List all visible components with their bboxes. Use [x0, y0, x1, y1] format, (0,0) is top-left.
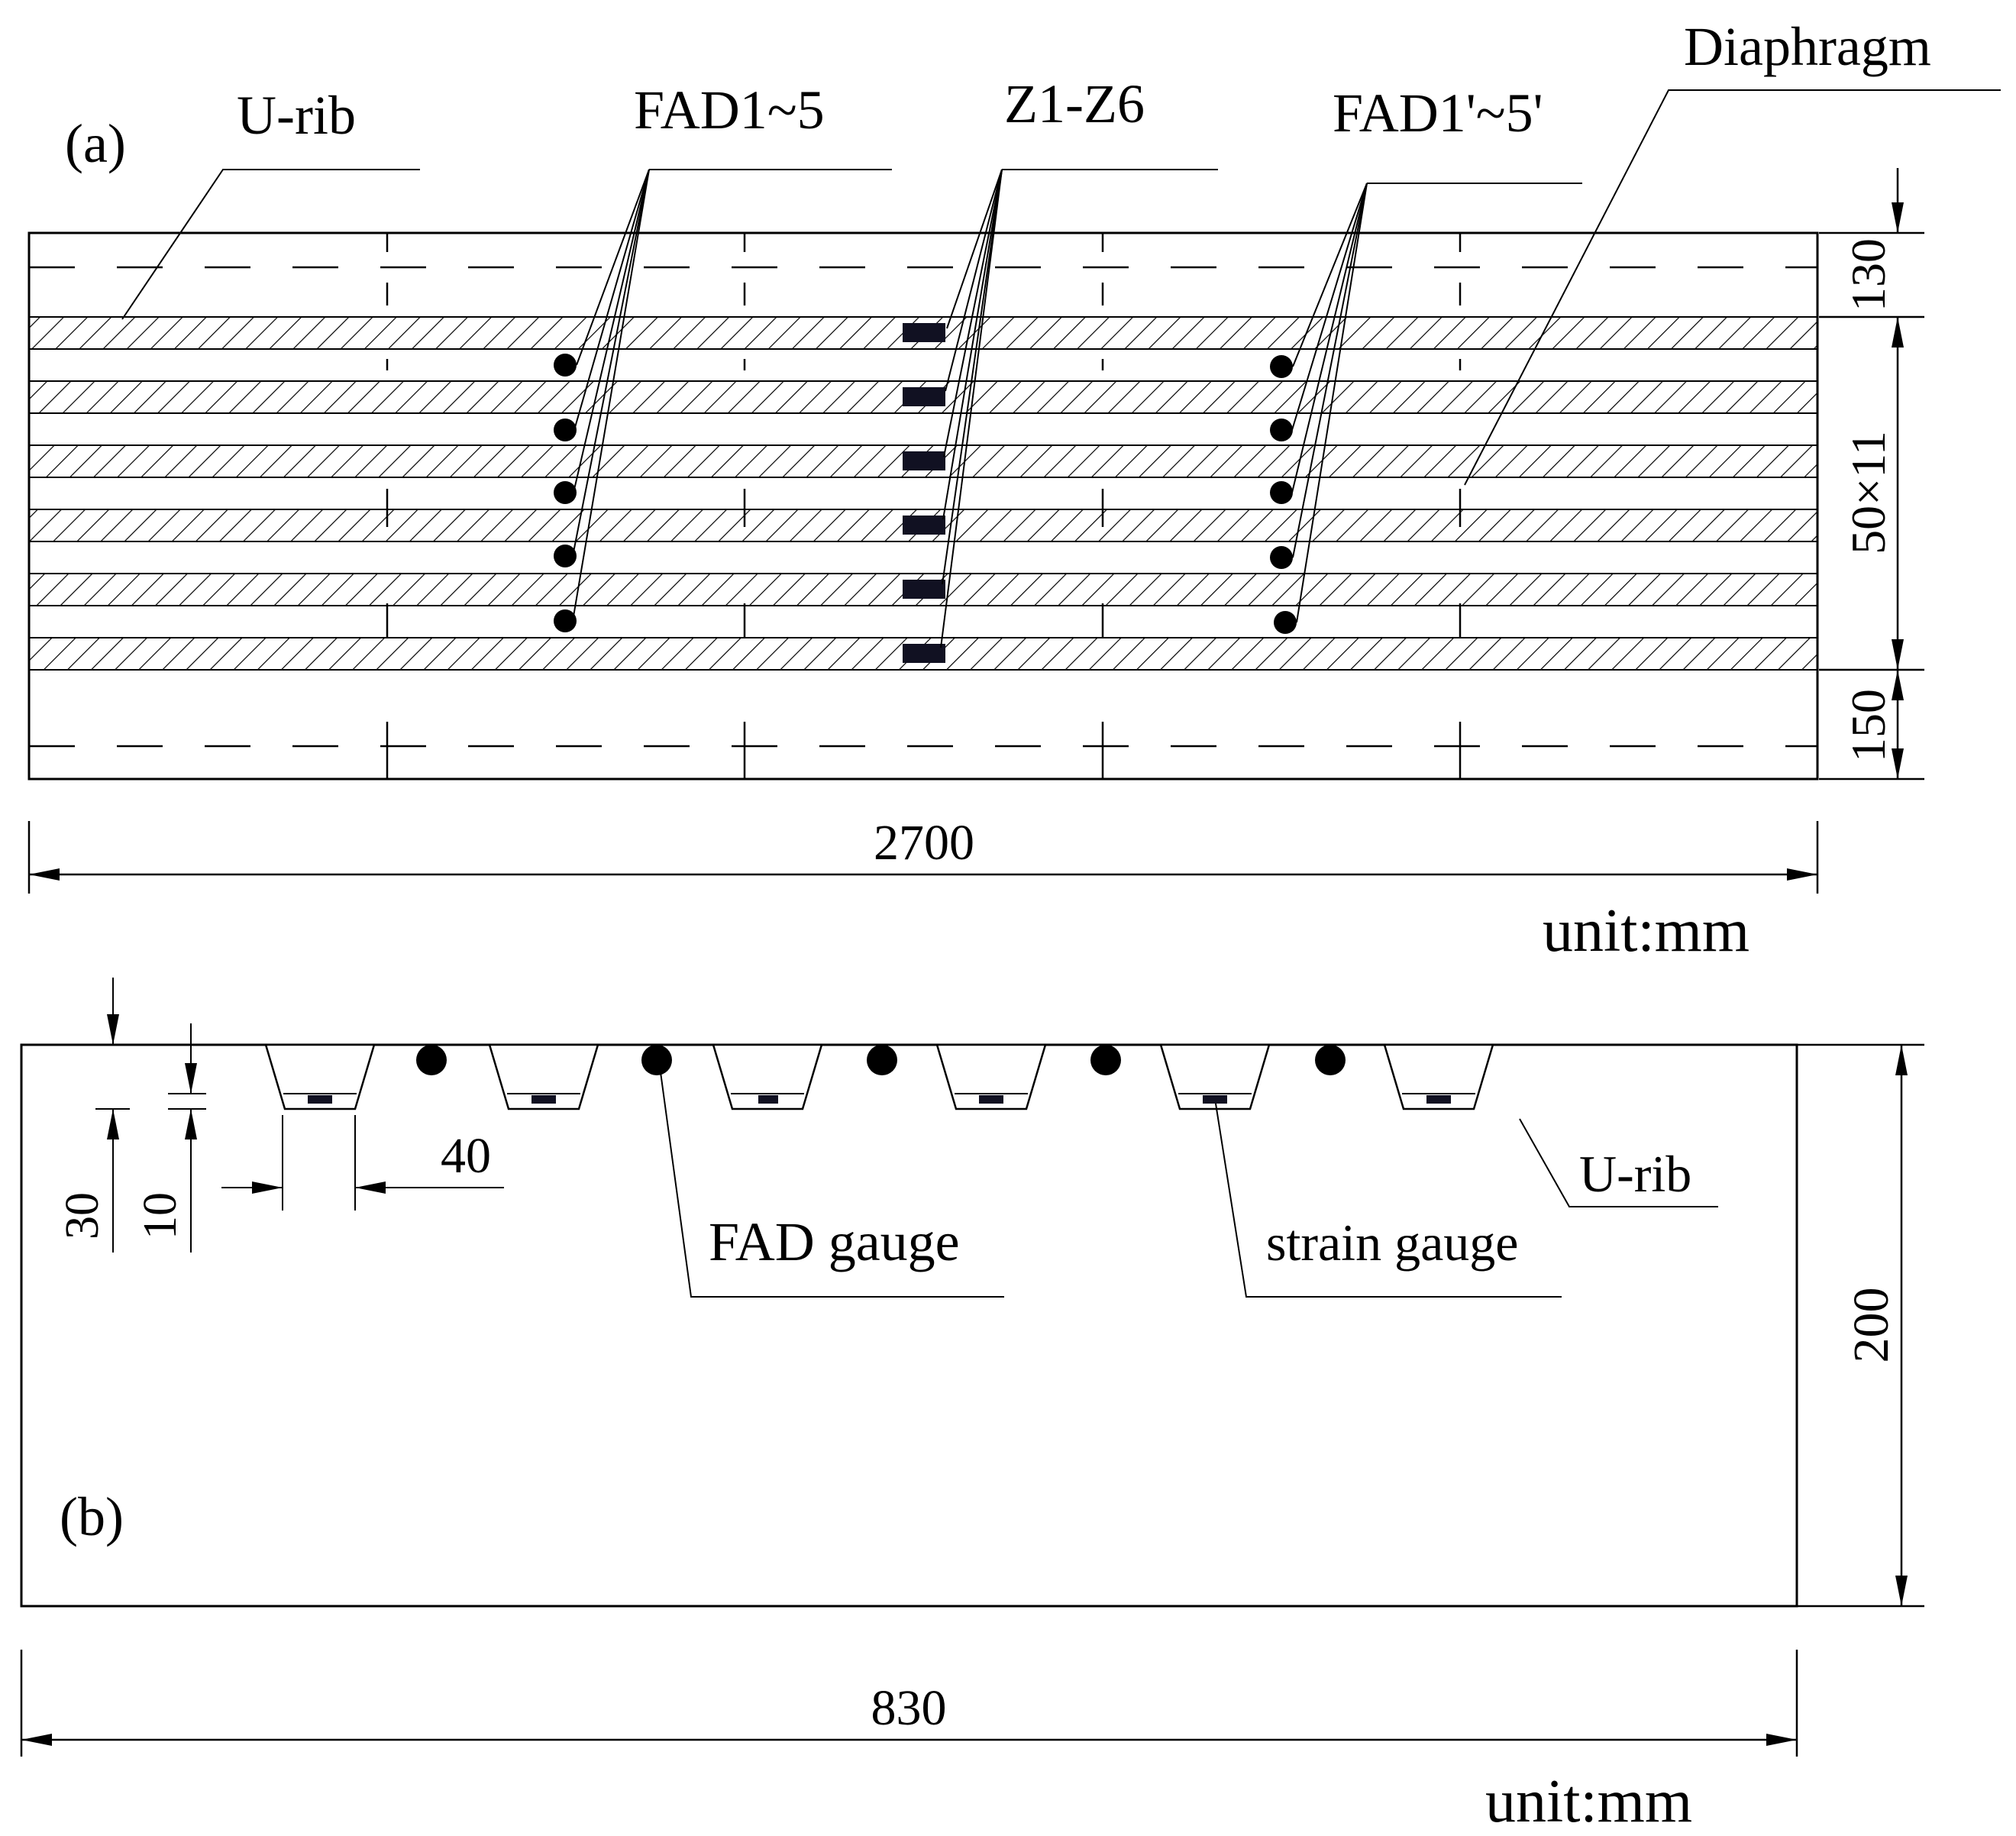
fad-gauge — [641, 1045, 672, 1075]
dim-right-a — [1819, 168, 1924, 781]
dim-width-a — [27, 821, 1819, 894]
fad-leaders — [572, 169, 892, 622]
fad-gauge — [1270, 481, 1293, 504]
dim-50x11: 50×11 — [1841, 431, 1895, 554]
fad-gauge — [416, 1045, 447, 1075]
u-rib-bands — [28, 316, 1818, 671]
fad-gauge — [554, 481, 577, 504]
fad-gauge — [554, 609, 577, 632]
strain-gauge — [979, 1095, 1003, 1104]
fad-gauges-section — [416, 1045, 1346, 1075]
u-rib-label-b: U-rib — [1579, 1145, 1691, 1203]
u-rib-band — [28, 573, 1818, 606]
strain-gauge — [903, 451, 945, 470]
fad-prime-label: FAD1'~5' — [1333, 82, 1543, 144]
diaphragm-label: Diaphragm — [1684, 16, 1931, 77]
dim-10: 10 — [134, 1192, 186, 1240]
fad-gauge — [554, 419, 577, 441]
strain-gauge — [531, 1095, 556, 1104]
strain-gauge — [903, 580, 945, 599]
z-leaders — [940, 169, 1218, 648]
unit-label-b: unit:mm — [1485, 1768, 1692, 1835]
strain-gauge — [903, 644, 945, 663]
fad-gauges-left — [554, 354, 577, 632]
dim-130: 130 — [1841, 238, 1895, 312]
strain-gauge — [903, 323, 945, 342]
unit-label-a: unit:mm — [1543, 897, 1749, 965]
dim-30: 30 — [57, 1192, 108, 1240]
fad-prime-leaders — [1291, 183, 1582, 623]
fad-gauge-label: FAD gauge — [709, 1211, 960, 1272]
dim-200: 200 — [1843, 1288, 1899, 1363]
dim-left-b — [95, 978, 504, 1253]
strain-gauge — [1203, 1095, 1227, 1104]
fad-gauge — [1270, 546, 1293, 569]
panel-b: (b) — [20, 978, 1924, 1835]
z-label: Z1-Z6 — [1004, 73, 1145, 134]
strain-gauge — [903, 516, 945, 535]
dim-2700: 2700 — [874, 815, 974, 871]
u-rib-label-a: U-rib — [237, 85, 356, 146]
strain-gauges-section — [308, 1095, 1451, 1104]
dim-width-b — [20, 1650, 1798, 1757]
strain-gauge — [903, 387, 945, 406]
fad-gauge — [1270, 355, 1293, 378]
strain-gauge — [308, 1095, 332, 1104]
fad-gauge — [1090, 1045, 1121, 1075]
u-rib-leader-a — [121, 169, 420, 320]
panel-b-label: (b) — [60, 1486, 124, 1547]
panel-a: (a) U-rib — [27, 16, 2001, 965]
strain-gauge-leader — [1215, 1103, 1562, 1298]
strain-gauge — [758, 1095, 778, 1104]
fad-gauge — [1270, 419, 1293, 441]
fad-gauges-right — [1270, 355, 1297, 634]
panel-a-label: (a) — [65, 113, 126, 174]
fad-gauge — [867, 1045, 897, 1075]
diaphragms — [386, 233, 1462, 779]
fad-gauge-leader — [660, 1072, 1004, 1298]
fad-gauge — [1274, 611, 1297, 634]
dim-40: 40 — [441, 1128, 491, 1184]
fad-gauge — [1315, 1045, 1346, 1075]
dim-150: 150 — [1841, 689, 1895, 762]
dim-830: 830 — [871, 1680, 947, 1736]
fad-gauge — [554, 354, 577, 377]
diaphragm-leader — [1464, 89, 2001, 486]
fad-gauge — [554, 545, 577, 567]
deck-cross-section — [20, 1043, 1798, 1608]
strain-gauge-label: strain gauge — [1266, 1214, 1518, 1272]
strain-gauge — [1426, 1095, 1451, 1104]
u-rib-leader-b — [1519, 1118, 1718, 1207]
strain-gauges-z — [903, 323, 945, 663]
fad-label: FAD1~5 — [634, 79, 825, 141]
dim-height-b — [1797, 1045, 1924, 1608]
deck-plate-plan — [27, 231, 1819, 781]
